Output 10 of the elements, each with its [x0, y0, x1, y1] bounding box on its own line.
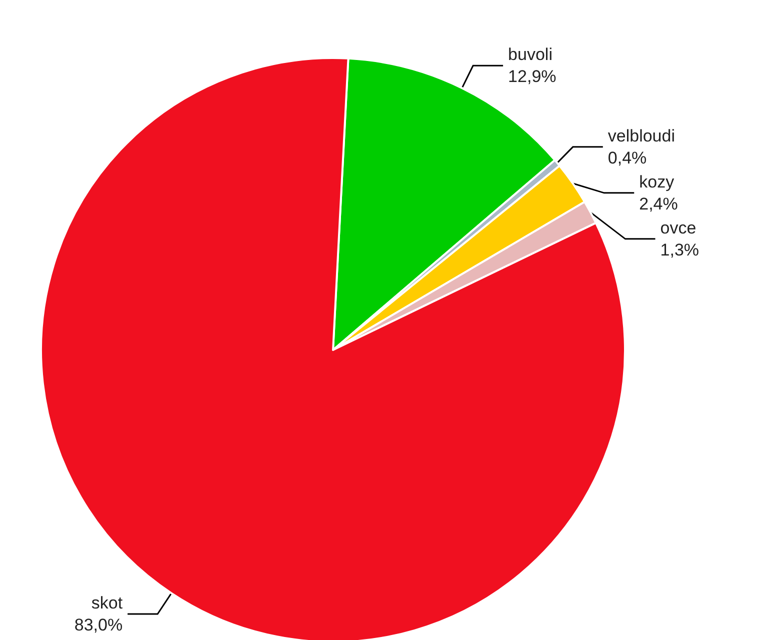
data-label: 2,4% — [639, 194, 678, 214]
data-label: 83,0% — [74, 616, 123, 635]
data-label: 1,3% — [660, 240, 700, 260]
data-label: 0,4% — [608, 148, 647, 168]
slice-label: kozy — [639, 172, 675, 192]
slice-label: buvoli — [508, 45, 552, 64]
slice-label: velbloudi — [608, 126, 675, 146]
slice-label: skot — [91, 594, 123, 613]
data-label: 12,9% — [508, 67, 556, 86]
slice-label: ovce — [660, 218, 696, 238]
